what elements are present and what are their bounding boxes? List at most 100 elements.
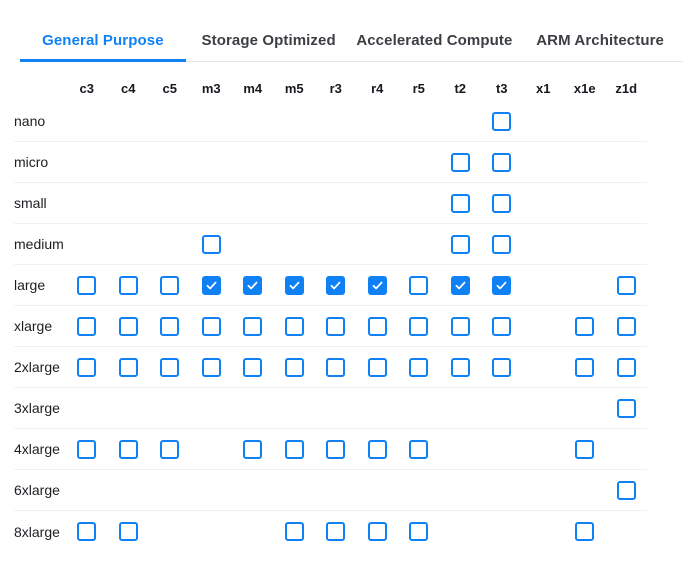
tab-storage-optimized[interactable]: Storage Optimized (201, 32, 336, 49)
checkbox-m5-4xlarge[interactable] (284, 439, 304, 459)
checkbox-t3-xlarge[interactable] (492, 316, 512, 336)
checkbox-r5-2xlarge[interactable] (409, 357, 429, 377)
checkbox-t2-medium[interactable] (450, 234, 470, 254)
checkbox-c4-8xlarge[interactable] (118, 522, 138, 541)
checkbox-c5-2xlarge[interactable] (160, 357, 180, 377)
cell-r5-xlarge (398, 316, 440, 336)
column-header-r4: r4 (371, 81, 384, 96)
tab-accelerated-compute[interactable]: Accelerated Compute (356, 32, 513, 49)
checkbox-t2-2xlarge[interactable] (450, 357, 470, 377)
checkbox-r4-4xlarge[interactable] (367, 439, 387, 459)
checkbox-c4-4xlarge[interactable] (118, 439, 138, 459)
checkbox-r5-8xlarge[interactable] (409, 522, 429, 541)
checkbox-t3-small[interactable] (492, 193, 512, 213)
checkbox-r3-large[interactable] (326, 275, 346, 295)
checkbox-r3-xlarge[interactable] (326, 316, 346, 336)
checkbox-r3-4xlarge[interactable] (326, 439, 346, 459)
checkbox-x1e-xlarge[interactable] (575, 316, 595, 336)
checkbox-x1e-8xlarge[interactable] (575, 522, 595, 541)
cell-m5-large (274, 275, 316, 295)
cell-c5-2xlarge (149, 357, 191, 377)
checkbox-c4-xlarge[interactable] (118, 316, 138, 336)
size-row-nano: nano (14, 101, 647, 142)
cell-x1e-2xlarge (564, 357, 606, 377)
cell-r5-4xlarge (398, 439, 440, 459)
checkbox-m5-large[interactable] (284, 275, 304, 295)
row-label-4xlarge: 4xlarge (14, 441, 60, 457)
checkbox-r3-8xlarge[interactable] (326, 522, 346, 541)
checkbox-r3-2xlarge[interactable] (326, 357, 346, 377)
row-label-8xlarge: 8xlarge (14, 523, 60, 540)
checkbox-r5-large[interactable] (409, 275, 429, 295)
checkbox-z1d-3xlarge[interactable] (616, 398, 636, 418)
checkbox-m4-4xlarge[interactable] (243, 439, 263, 459)
checkbox-c5-large[interactable] (160, 275, 180, 295)
checkbox-c4-2xlarge[interactable] (118, 357, 138, 377)
cell-r4-large (357, 275, 399, 295)
checkbox-c5-4xlarge[interactable] (160, 439, 180, 459)
checkbox-m3-large[interactable] (201, 275, 221, 295)
checkbox-r4-8xlarge[interactable] (367, 522, 387, 541)
cell-t3-large (481, 275, 523, 295)
checkbox-c3-8xlarge[interactable] (77, 522, 97, 541)
checkbox-z1d-large[interactable] (616, 275, 636, 295)
cell-x1e-xlarge (564, 316, 606, 336)
checkbox-t3-nano[interactable] (492, 111, 512, 131)
cell-c5-4xlarge (149, 439, 191, 459)
checkbox-m3-xlarge[interactable] (201, 316, 221, 336)
checkbox-x1e-2xlarge[interactable] (575, 357, 595, 377)
checkbox-c4-large[interactable] (118, 275, 138, 295)
checkbox-c5-xlarge[interactable] (160, 316, 180, 336)
column-header-m3: m3 (201, 81, 221, 96)
cell-m3-xlarge (191, 316, 233, 336)
checkbox-m5-xlarge[interactable] (284, 316, 304, 336)
checkbox-t2-small[interactable] (450, 193, 470, 213)
checkbox-r5-4xlarge[interactable] (409, 439, 429, 459)
cell-c4-xlarge (108, 316, 150, 336)
cell-r3-xlarge (315, 316, 357, 336)
cell-m4-xlarge (232, 316, 274, 336)
checkbox-r5-xlarge[interactable] (409, 316, 429, 336)
checkbox-t2-large[interactable] (450, 275, 470, 295)
cell-t2-large (440, 275, 482, 295)
cell-c3-8xlarge (66, 522, 108, 541)
checkbox-z1d-xlarge[interactable] (616, 316, 636, 336)
checkbox-t3-medium[interactable] (492, 234, 512, 254)
cell-t2-micro (440, 152, 482, 172)
checkbox-m4-large[interactable] (243, 275, 263, 295)
column-header-r3: r3 (329, 81, 342, 96)
checkbox-m3-2xlarge[interactable] (201, 357, 221, 377)
checkbox-r4-xlarge[interactable] (367, 316, 387, 336)
checkbox-t3-large[interactable] (492, 275, 512, 295)
column-header-x1e: x1e (573, 81, 596, 96)
check-icon (206, 281, 217, 289)
checkbox-m4-2xlarge[interactable] (243, 357, 263, 377)
row-label-2xlarge: 2xlarge (14, 359, 60, 375)
checkbox-t3-micro[interactable] (492, 152, 512, 172)
checkbox-r4-large[interactable] (367, 275, 387, 295)
cell-m3-medium (191, 234, 233, 254)
cell-r4-xlarge (357, 316, 399, 336)
checkbox-z1d-2xlarge[interactable] (616, 357, 636, 377)
tab-general-purpose[interactable]: General Purpose (20, 25, 186, 62)
checkbox-m5-8xlarge[interactable] (284, 522, 304, 541)
tab-arm-architecture[interactable]: ARM Architecture (536, 32, 664, 49)
checkbox-z1d-6xlarge[interactable] (616, 480, 636, 500)
checkbox-t3-2xlarge[interactable] (492, 357, 512, 377)
cell-z1d-xlarge (606, 316, 648, 336)
cell-t3-2xlarge (481, 357, 523, 377)
checkbox-c3-large[interactable] (77, 275, 97, 295)
checkbox-c3-xlarge[interactable] (77, 316, 97, 336)
checkbox-m3-medium[interactable] (201, 234, 221, 254)
checkbox-t2-micro[interactable] (450, 152, 470, 172)
checkbox-x1e-4xlarge[interactable] (575, 439, 595, 459)
checkbox-t2-xlarge[interactable] (450, 316, 470, 336)
checkbox-m5-2xlarge[interactable] (284, 357, 304, 377)
cell-c3-large (66, 275, 108, 295)
checkbox-m4-xlarge[interactable] (243, 316, 263, 336)
checkbox-c3-4xlarge[interactable] (77, 439, 97, 459)
checkbox-r4-2xlarge[interactable] (367, 357, 387, 377)
cell-c4-4xlarge (108, 439, 150, 459)
instance-type-selector: General Purpose Storage Optimized Accelera… (0, 25, 697, 552)
checkbox-c3-2xlarge[interactable] (77, 357, 97, 377)
